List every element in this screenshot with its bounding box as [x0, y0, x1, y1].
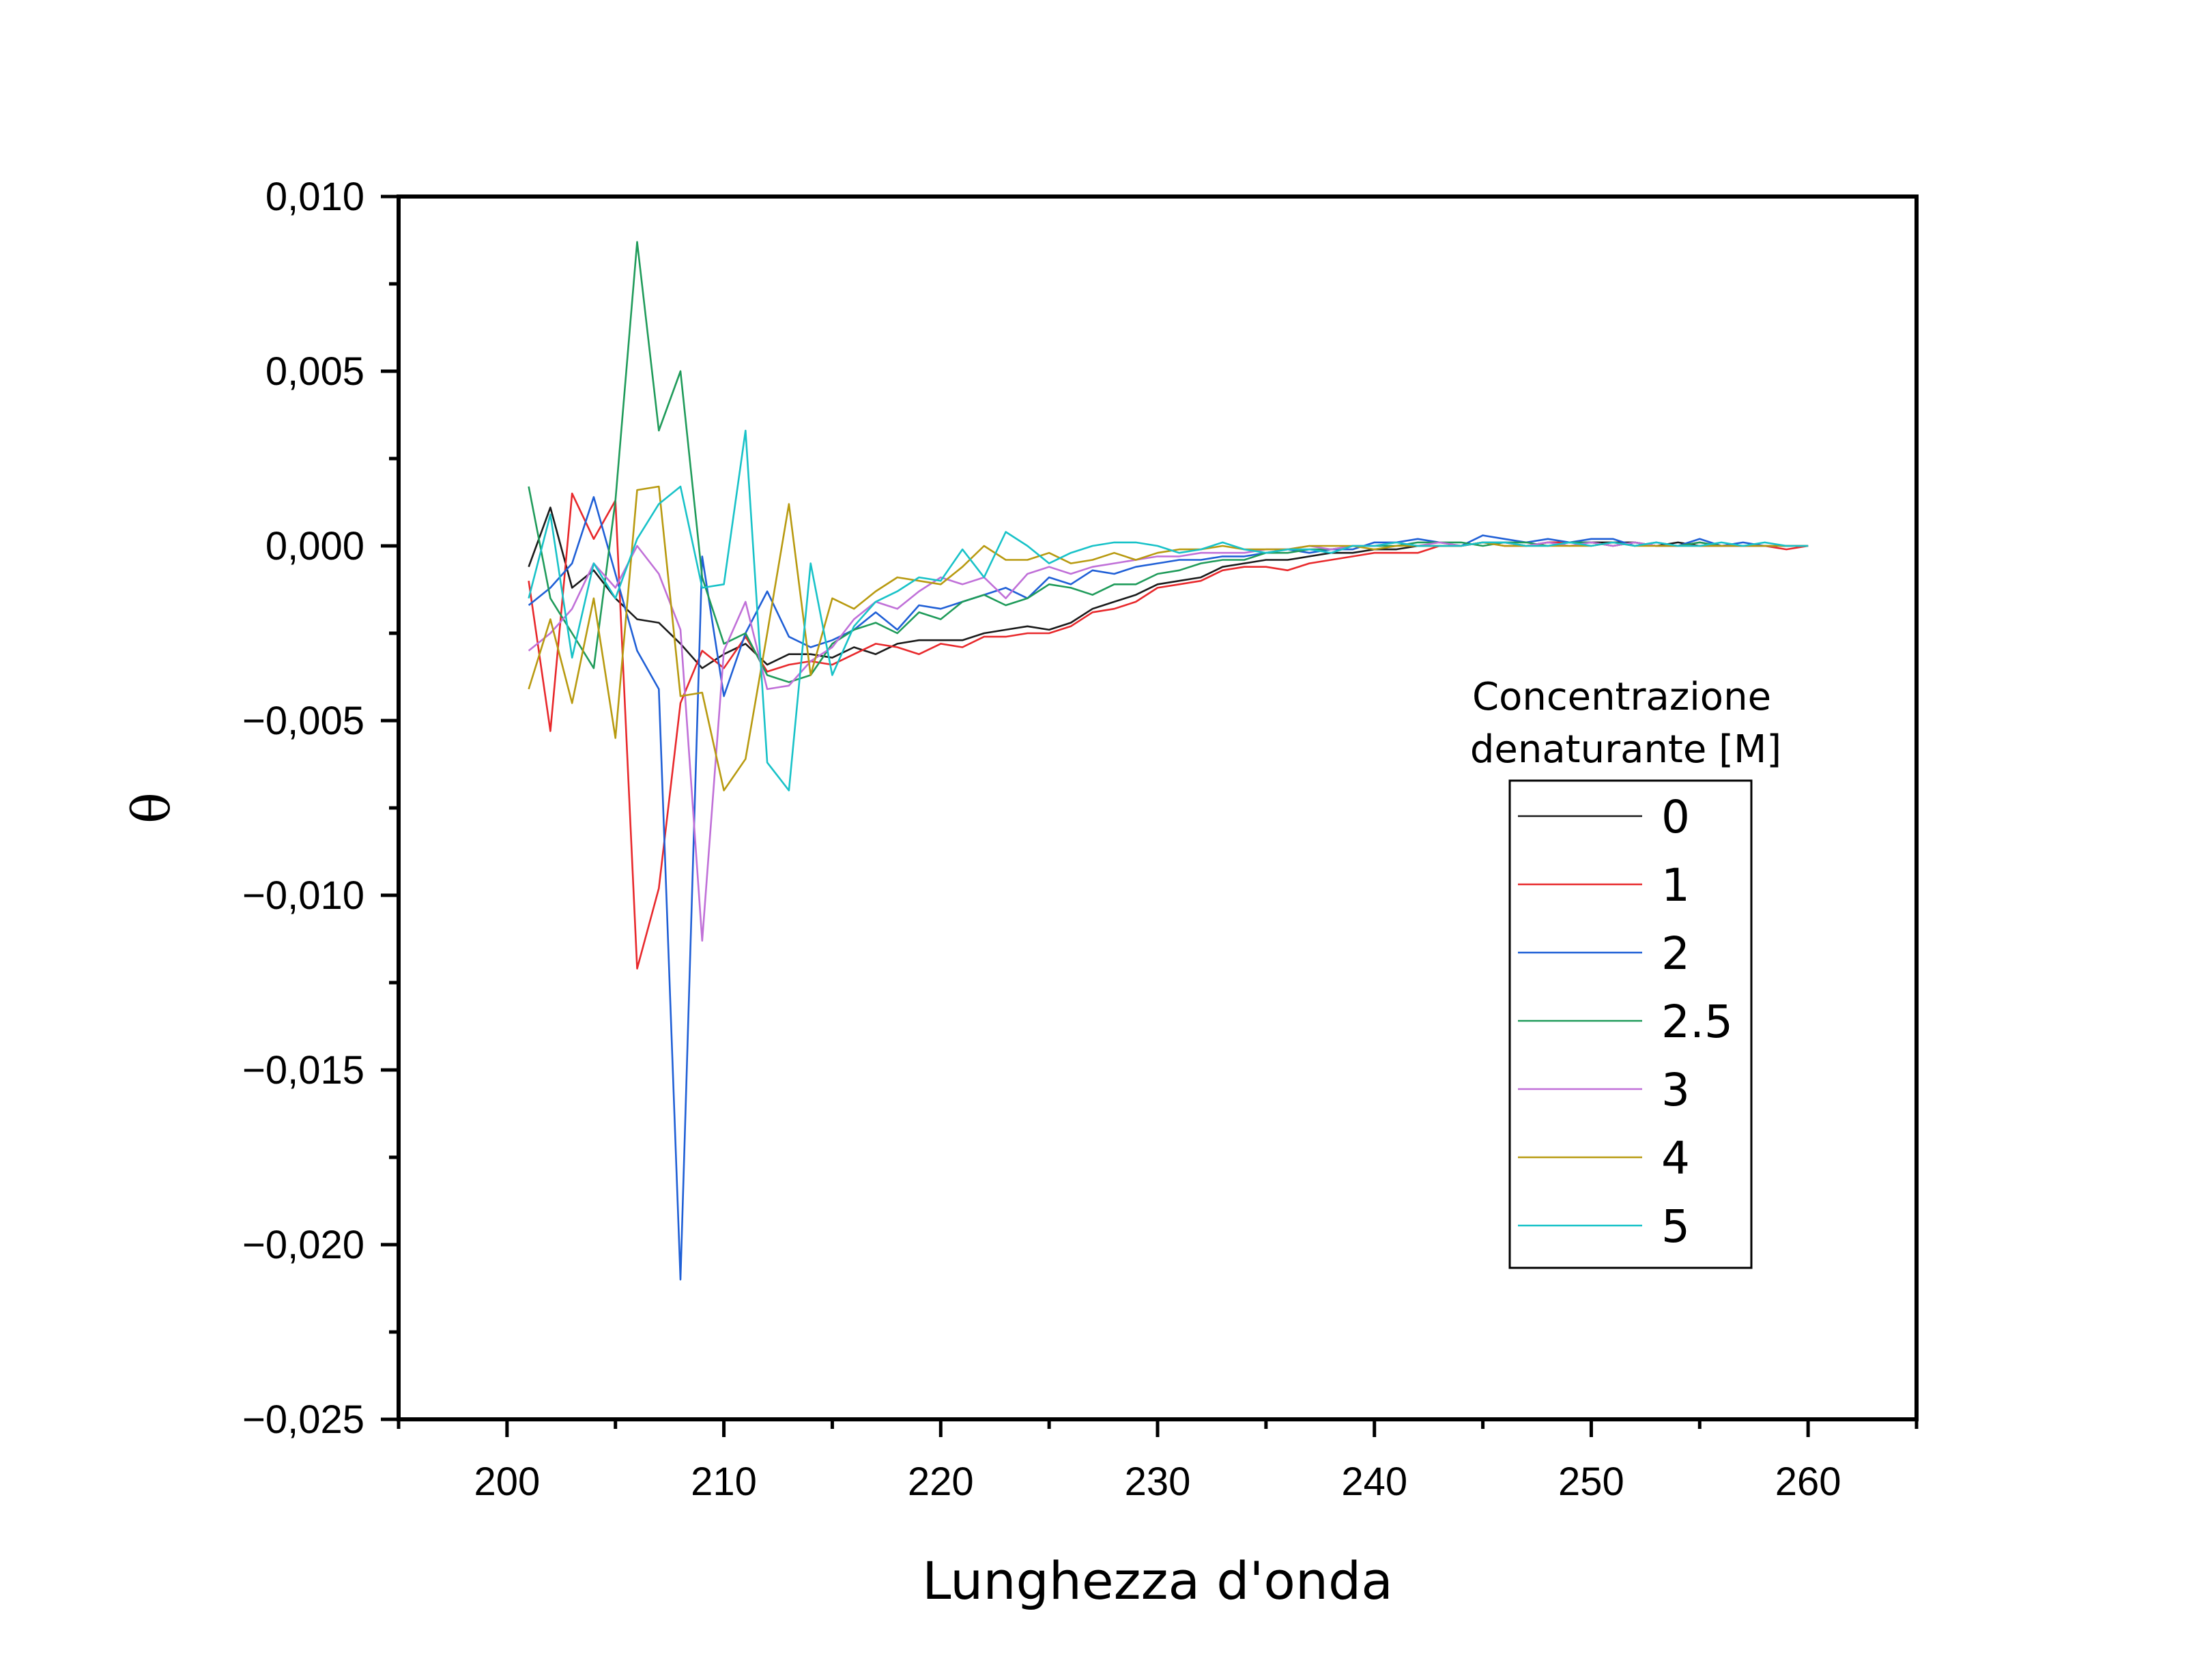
legend-label-5: 4 — [1661, 1132, 1690, 1185]
x-tick-label: 260 — [1775, 1460, 1841, 1504]
y-axis: 0,010 0,005 0,000 −0,005 −0,010 −0,015 −0,020 −… — [242, 175, 399, 1442]
legend-label-6: 5 — [1661, 1200, 1690, 1253]
legend-label-3: 2.5 — [1661, 996, 1733, 1048]
y-axis-title: θ — [121, 792, 182, 824]
legend: 0 1 2 2.5 3 4 5 — [1518, 791, 1733, 1253]
y-tick-label: −0,020 — [242, 1223, 364, 1267]
legend-label-2: 2 — [1661, 927, 1690, 980]
y-tick-label: 0,000 — [266, 524, 364, 568]
x-tick-label: 210 — [691, 1460, 757, 1504]
y-tick-label: 0,005 — [266, 349, 364, 394]
series-line-2 — [528, 495, 1809, 1281]
series-line-0 — [528, 506, 1809, 669]
legend-label-1: 1 — [1661, 859, 1690, 912]
series-line-6 — [528, 429, 1809, 792]
y-tick-label: −0,005 — [242, 699, 364, 743]
x-tick-label: 240 — [1341, 1460, 1407, 1504]
x-axis: 200 210 220 230 240 250 260 — [397, 1419, 1919, 1504]
y-tick-label: −0,010 — [242, 873, 364, 918]
x-tick-label: 200 — [474, 1460, 540, 1504]
legend-box — [1508, 779, 1753, 1269]
legend-title-line1: Concentrazione — [1472, 675, 1771, 719]
legend-label-0: 0 — [1661, 791, 1690, 843]
legend-title-line2: denaturante [M] — [1470, 727, 1781, 772]
x-tick-label: 230 — [1125, 1460, 1191, 1504]
y-tick-label: 0,010 — [266, 175, 364, 219]
y-tick-label: −0,015 — [242, 1048, 364, 1092]
series-line-3 — [528, 241, 1809, 684]
x-tick-label: 220 — [908, 1460, 974, 1504]
series-layer — [528, 241, 1809, 1281]
series-line-4 — [528, 541, 1809, 942]
x-tick-label: 250 — [1558, 1460, 1624, 1504]
legend-label-4: 3 — [1661, 1064, 1690, 1116]
x-axis-title: Lunghezza d'onda — [922, 1550, 1393, 1611]
y-tick-label: −0,025 — [242, 1397, 364, 1442]
